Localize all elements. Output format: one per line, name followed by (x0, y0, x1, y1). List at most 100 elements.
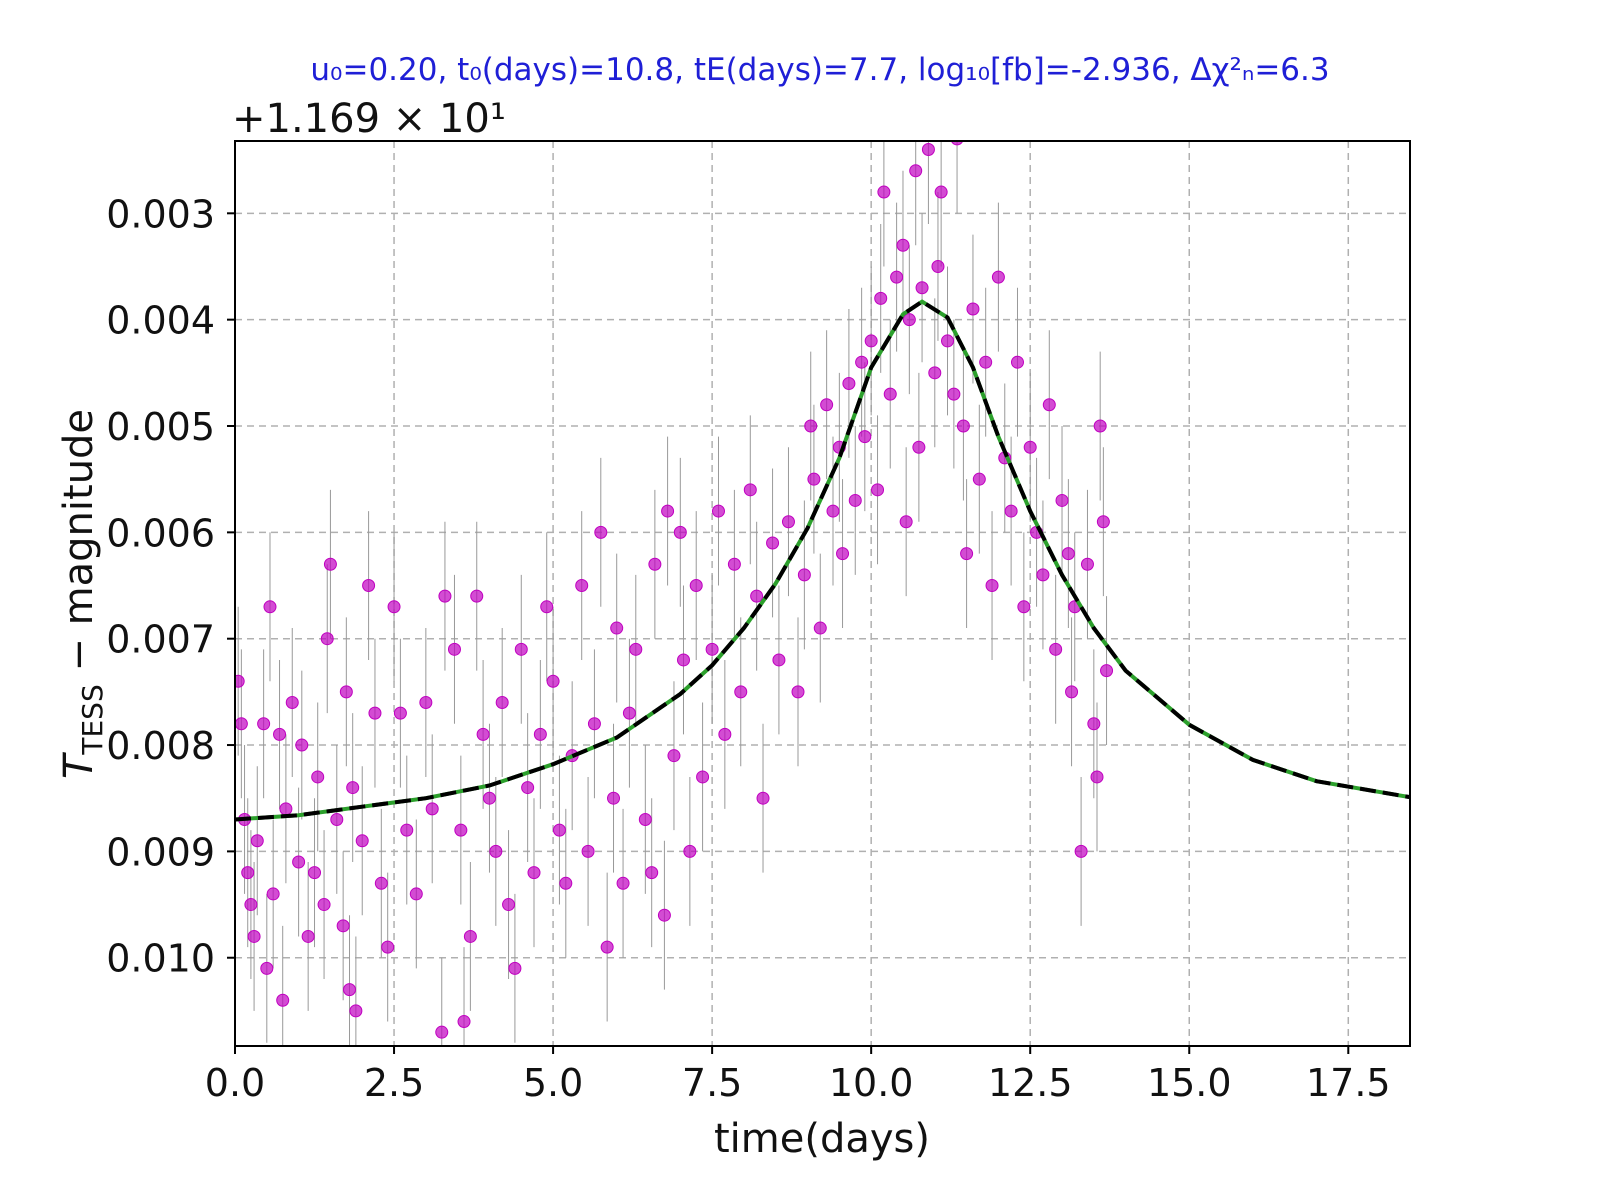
data-point (301, 929, 315, 943)
data-point (928, 366, 942, 380)
data-point (349, 1004, 363, 1018)
data-point (527, 866, 541, 880)
data-point (393, 706, 407, 720)
data-point (689, 579, 703, 593)
x-tick-label: 5.0 (523, 1061, 583, 1105)
data-point (667, 749, 681, 763)
data-point (438, 589, 452, 603)
data-point (842, 376, 856, 390)
data-point (273, 727, 287, 741)
data-point (257, 717, 271, 731)
model-curve (235, 299, 1410, 822)
chart-title: u₀=0.20, t₀(days)=10.8, tE(days)=7.7, lo… (310, 52, 1329, 88)
data-point (931, 259, 945, 273)
model-curve-under (235, 299, 1410, 822)
data-point (750, 589, 764, 603)
axes: 0.0 2.5 5.0 7.5 10.0 12.5 15.0 17.5 0.003 0.004 0.… (106, 192, 1390, 1105)
plot-area (235, 141, 1410, 1046)
y-tick-label: 0.009 (106, 830, 215, 874)
data-point (323, 557, 337, 571)
data-point (575, 579, 589, 593)
data-point (883, 387, 897, 401)
data-point (683, 844, 697, 858)
data-point (425, 802, 439, 816)
data-point (1065, 685, 1079, 699)
data-point (387, 600, 401, 614)
grid (234, 141, 1410, 1046)
data-point (807, 472, 821, 486)
data-point (285, 696, 299, 710)
data-point (915, 281, 929, 295)
data-point (594, 525, 608, 539)
data-point (909, 164, 923, 178)
data-point (308, 866, 322, 880)
data-point (1080, 557, 1094, 571)
data-point (648, 557, 662, 571)
data-point (260, 961, 274, 975)
data-point (797, 568, 811, 582)
data-point (317, 898, 331, 912)
data-point (495, 696, 509, 710)
x-tick-label: 17.5 (1306, 1061, 1391, 1105)
data-point (320, 632, 334, 646)
data-point (791, 685, 805, 699)
data-point (645, 866, 659, 880)
data-point (950, 141, 964, 146)
data-point (813, 621, 827, 635)
data-point (457, 1015, 471, 1029)
data-point (1093, 419, 1107, 433)
data-point (622, 706, 636, 720)
data-point (476, 727, 490, 741)
data-point (1087, 717, 1101, 731)
data-point (676, 653, 690, 667)
data-point (947, 387, 961, 401)
data-point (482, 791, 496, 805)
data-point (346, 781, 360, 795)
y-label-rest: − magnitude (56, 409, 102, 684)
data-point (766, 536, 780, 550)
data-point (362, 579, 376, 593)
offset-text: +1.169 × 10¹ (232, 96, 506, 142)
data-point (295, 738, 309, 752)
data-point (727, 557, 741, 571)
data-point (1100, 664, 1114, 678)
data-point (600, 940, 614, 954)
y-tick-label: 0.003 (106, 192, 215, 236)
data-point (941, 334, 955, 348)
data-point (610, 621, 624, 635)
data-point (804, 419, 818, 433)
x-tick-label: 15.0 (1147, 1061, 1232, 1105)
data-point (638, 812, 652, 826)
data-point (546, 674, 560, 688)
data-point (552, 823, 566, 837)
data-point (826, 504, 840, 518)
x-tick-label: 12.5 (988, 1061, 1073, 1105)
data-point (521, 781, 535, 795)
data-point (902, 313, 916, 327)
data-point (1023, 440, 1037, 454)
data-point (374, 876, 388, 890)
data-point (336, 919, 350, 933)
data-point (435, 1025, 449, 1039)
data-point (263, 600, 277, 614)
data-point (855, 355, 869, 369)
data-point (447, 642, 461, 656)
data-point (1042, 398, 1056, 412)
data-point (470, 589, 484, 603)
data-point (1055, 493, 1069, 507)
data-point (540, 600, 554, 614)
data-point (514, 642, 528, 656)
data-point (1049, 642, 1063, 656)
data-point (705, 642, 719, 656)
data-point (454, 823, 468, 837)
x-tick-label: 2.5 (364, 1061, 424, 1105)
y-tick-label: 0.004 (106, 299, 215, 343)
data-point (877, 185, 891, 199)
data-point (508, 961, 522, 975)
data-point (266, 887, 280, 901)
data-point (1074, 844, 1088, 858)
data-point (820, 398, 834, 412)
data-point (250, 834, 264, 848)
y-tick-label: 0.007 (106, 618, 215, 662)
data-point (985, 579, 999, 593)
